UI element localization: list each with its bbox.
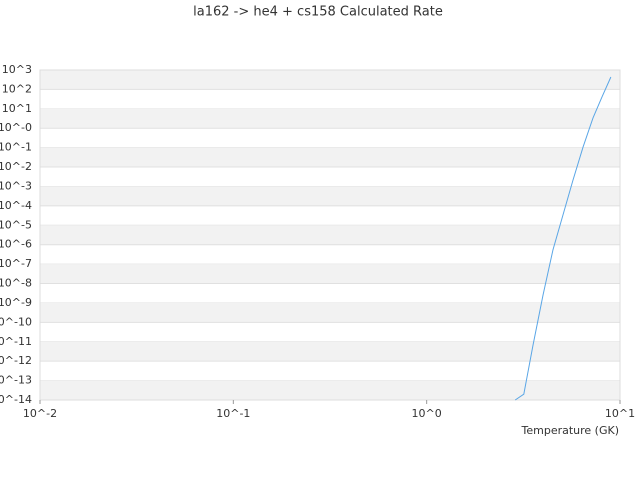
x-axis-label: Temperature (GK) — [521, 424, 620, 437]
grid-band — [40, 225, 620, 245]
y-tick-label: 10^-4 — [0, 199, 32, 212]
y-tick-label: 10^-10 — [0, 315, 32, 328]
grid-band — [40, 108, 620, 129]
y-tick-label: 10^-8 — [0, 277, 32, 290]
grid-band — [40, 186, 620, 206]
chart-title: la162 -> he4 + cs158 Calculated Rate — [193, 5, 443, 20]
y-tick-label: 10^-7 — [0, 257, 32, 270]
grid-band — [40, 70, 620, 90]
y-tick-label: 10^-6 — [0, 238, 32, 251]
y-tick-label: 10^-11 — [0, 335, 32, 348]
x-tick-label: 10^-2 — [23, 407, 57, 420]
y-tick-label: 10^-2 — [0, 160, 32, 173]
y-tick-label: 10^-1 — [0, 141, 32, 154]
y-tick-label: 10^-5 — [0, 218, 32, 231]
plot-frame — [39, 69, 621, 401]
x-tick-label: 10^0 — [412, 407, 442, 420]
y-tick-label: 10^-0 — [0, 121, 32, 134]
y-tick-label: 10^-3 — [0, 179, 32, 192]
y-tick-label: 10^1 — [2, 102, 32, 115]
grid-band — [40, 341, 620, 362]
y-tick-label: 10^2 — [2, 82, 32, 95]
grid-band — [40, 380, 620, 400]
y-tick-label: 10^-9 — [0, 296, 32, 309]
grid-band — [40, 147, 620, 168]
y-tick-label: 10^-12 — [0, 354, 32, 367]
x-tick-label: 10^-1 — [216, 407, 250, 420]
grid-band — [40, 264, 620, 284]
y-tick-label: 10^-13 — [0, 374, 32, 387]
y-tick-label: 10^3 — [2, 63, 32, 76]
y-tick-label: 10^-14 — [0, 393, 32, 406]
grid-band — [40, 302, 620, 323]
x-tick-label: 10^1 — [605, 407, 635, 420]
series-line — [514, 76, 612, 401]
